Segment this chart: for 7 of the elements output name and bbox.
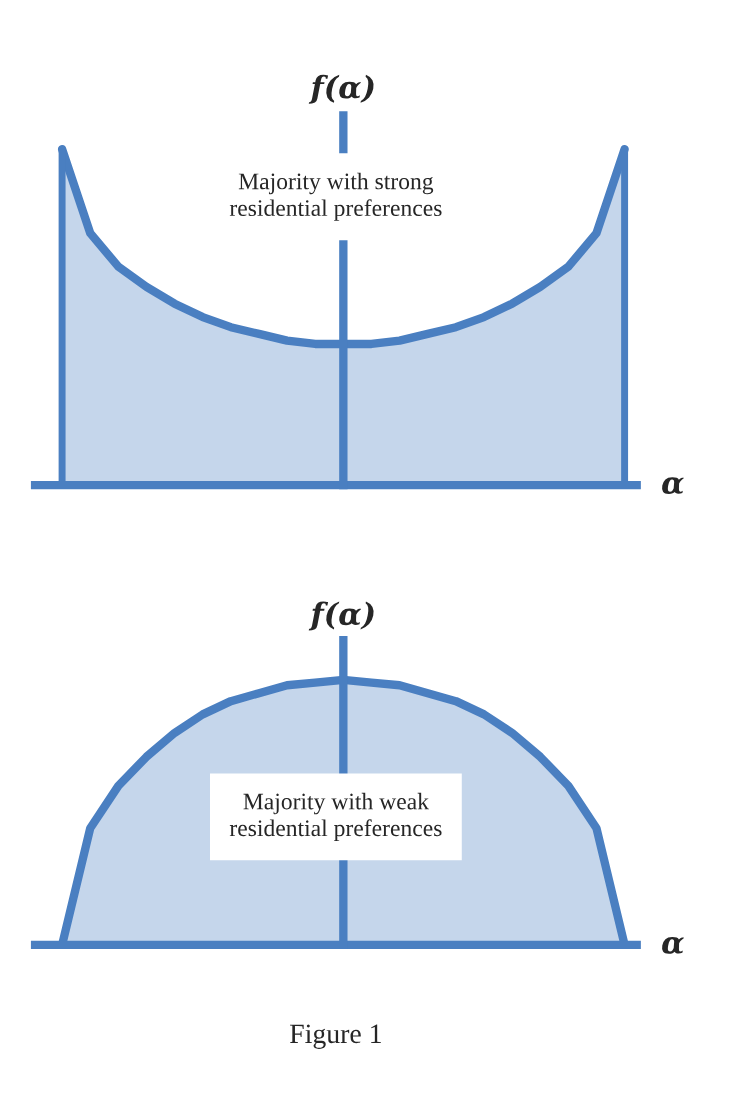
annotation: Majority with weak residential preferences <box>229 792 442 841</box>
y-axis-title: f(α) <box>308 74 374 104</box>
x-axis-title: α <box>662 477 684 494</box>
x-axis-title: α <box>662 937 684 954</box>
annotation: Majority with strong residential preferences <box>229 172 442 221</box>
y-axis-title: f(α) <box>308 601 374 631</box>
caption: Figure 1 <box>290 1024 381 1049</box>
